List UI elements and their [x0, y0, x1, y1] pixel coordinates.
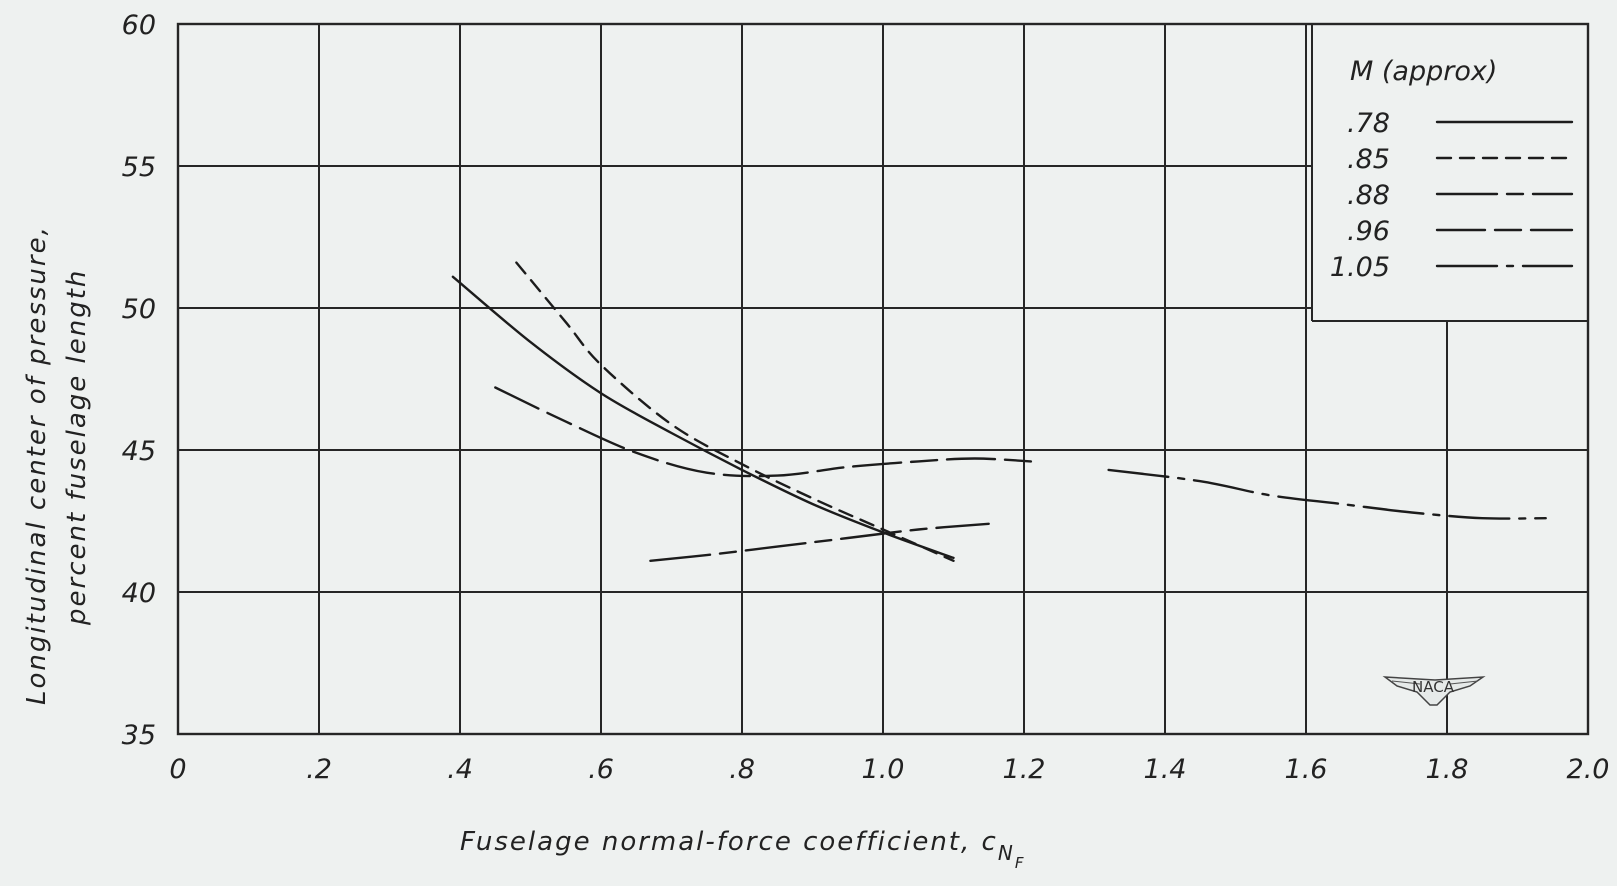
x-tick-label: 1.4	[1144, 754, 1187, 785]
legend: M (approx) .78 .85 .88 .96 1.05	[1330, 56, 1574, 283]
series-line	[515, 261, 955, 562]
x-tick-label: .6	[588, 754, 614, 785]
legend-label: .78	[1347, 108, 1390, 139]
x-tick-label: 1.8	[1426, 754, 1469, 785]
x-tick-label: 0	[169, 754, 186, 785]
x-tick-label: 2.0	[1567, 754, 1610, 785]
y-tick-label: 40	[122, 578, 156, 609]
x-tick-label: .2	[306, 754, 332, 785]
y-tick-labels: 35 40 45 50 55 60	[122, 10, 156, 751]
plot-curves	[451, 261, 1547, 562]
x-tick-label: 1.0	[862, 754, 905, 785]
y-tick-label: 45	[122, 436, 156, 467]
x-tick-label: .8	[729, 754, 755, 785]
x-tick-label: .4	[447, 754, 473, 785]
series-line	[494, 386, 1033, 478]
grid	[176, 22, 1590, 736]
plot-frame	[176, 22, 1590, 736]
x-axis-title: Fuselage normal-force coefficient, cNF	[460, 827, 1025, 872]
x-tick-label: 1.6	[1285, 754, 1328, 785]
legend-label: .96	[1347, 216, 1390, 247]
legend-label: 1.05	[1330, 252, 1390, 283]
x-tick-label: 1.2	[1003, 754, 1046, 785]
naca-logo: NACA	[1382, 676, 1486, 706]
x-tick-labels: 0 .2 .4 .6 .8 1.0 1.2 1.4 1.6 1.8 2.0	[169, 754, 1609, 785]
y-tick-label: 50	[122, 294, 156, 325]
legend-label: .88	[1347, 180, 1390, 211]
series-line	[1107, 468, 1547, 520]
y-tick-label: 35	[122, 720, 156, 751]
x-axis-title-subsub: F	[1015, 854, 1026, 872]
y-axis-title-line1: Longitudinal center of pressure,	[22, 225, 52, 705]
series-line	[451, 275, 955, 560]
x-axis-title-sub: N	[998, 841, 1015, 865]
series-line	[649, 522, 990, 562]
naca-logo-text: NACA	[1412, 678, 1455, 696]
y-tick-label: 60	[122, 10, 156, 41]
x-axis-title-text: Fuselage normal-force coefficient, c	[460, 827, 998, 857]
y-tick-label: 55	[122, 152, 156, 183]
legend-title: M (approx)	[1350, 56, 1497, 87]
legend-label: .85	[1347, 144, 1390, 175]
y-axis-title-line2: percent fuselage length	[62, 269, 92, 626]
